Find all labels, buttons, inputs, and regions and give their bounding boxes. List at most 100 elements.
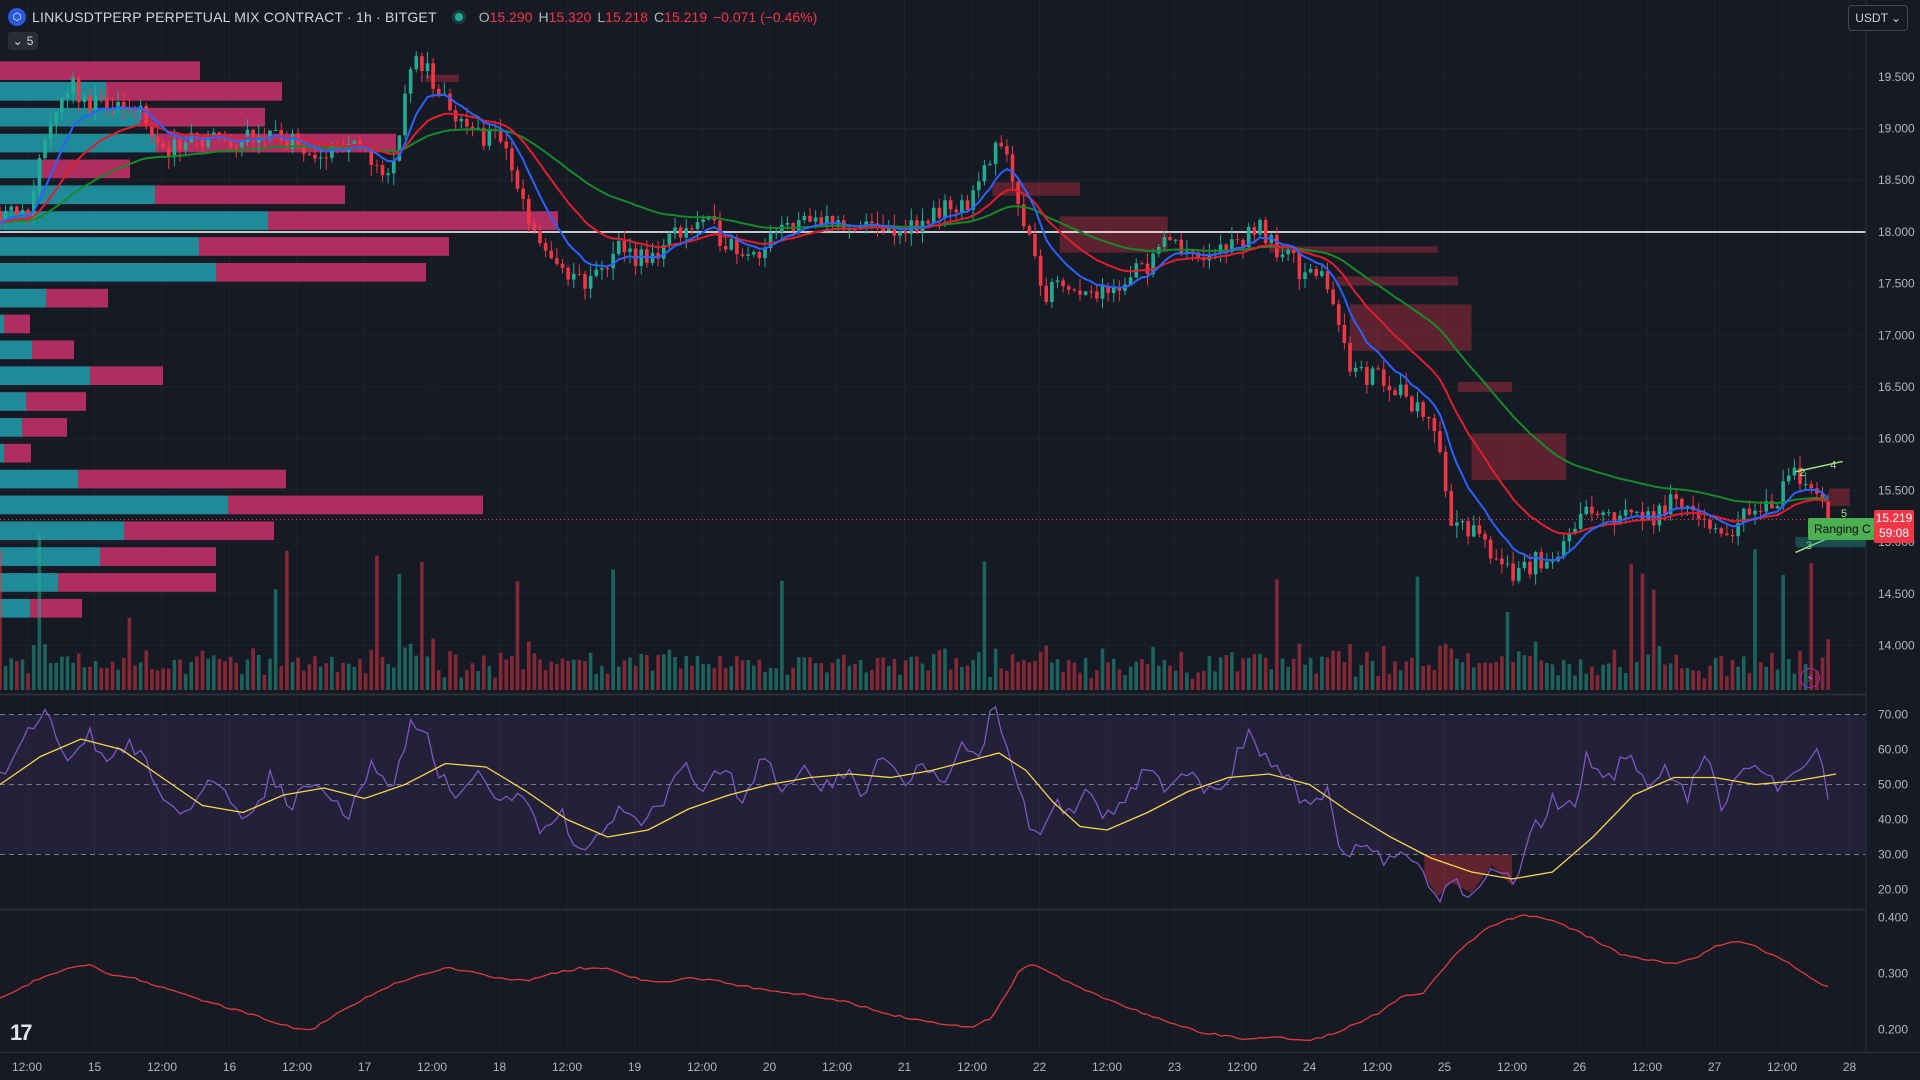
candle-body — [976, 181, 981, 191]
candle-body — [498, 130, 503, 142]
candle-body — [425, 63, 430, 72]
volume-bar — [273, 589, 278, 690]
candle-body — [1021, 204, 1026, 227]
volume-bar — [391, 667, 396, 690]
candle-body — [1258, 220, 1262, 235]
candle-body — [420, 56, 424, 72]
volume-bar — [144, 650, 149, 690]
candle-body — [1584, 506, 1589, 515]
volume-bar — [1483, 662, 1487, 690]
wedge-point-label: 3 — [1806, 540, 1812, 552]
volume-bar — [1258, 653, 1262, 690]
volume-bar — [48, 663, 53, 690]
currency-select-button[interactable]: USDT ⌄ — [1848, 5, 1908, 31]
volume-bar — [493, 677, 497, 690]
volume-profile-down-bar — [46, 288, 108, 308]
price-axis-label: 17.000 — [1878, 328, 1915, 342]
candle-body — [1629, 509, 1634, 513]
candle-body — [1466, 521, 1470, 537]
price-axis-label: 19.500 — [1878, 70, 1915, 84]
volume-bar — [256, 654, 261, 690]
candle-body — [1224, 244, 1229, 252]
candle-body — [211, 132, 216, 137]
volume-bar — [538, 659, 542, 690]
volume-bar — [476, 670, 480, 690]
candle-body — [1055, 280, 1060, 282]
candle-body — [1128, 277, 1133, 285]
volume-profile-up-bar — [0, 159, 42, 179]
volume-bar — [1320, 656, 1324, 690]
volume-bar — [296, 657, 300, 690]
indicator-axis-label: 0.200 — [1878, 1023, 1908, 1037]
candle-body — [926, 220, 930, 224]
price-axis-label: 14.500 — [1878, 587, 1915, 601]
candle-body — [1477, 525, 1482, 534]
candle-body — [538, 230, 542, 244]
volume-bar — [763, 672, 767, 690]
volume-profile-down-bar — [22, 418, 67, 437]
candle-body — [1359, 366, 1364, 368]
candle-body — [1286, 249, 1290, 255]
volume-bar — [960, 666, 964, 690]
lightning-icon[interactable]: ⚡ — [1800, 668, 1820, 688]
volume-bar — [706, 664, 711, 690]
volume-bar — [751, 665, 756, 690]
volume-bar — [1055, 659, 1060, 690]
indicator-axis-label: 0.400 — [1878, 911, 1908, 925]
volume-bar — [1370, 660, 1375, 690]
order-block-zone — [1829, 488, 1850, 506]
volume-bar — [577, 660, 582, 690]
candle-body — [15, 206, 19, 214]
candle-body — [1421, 402, 1425, 417]
volume-bar — [1201, 670, 1206, 690]
candle-body — [307, 153, 312, 155]
candle-body — [650, 253, 655, 263]
candle-body — [245, 129, 250, 142]
price-axis-label: 15.500 — [1878, 483, 1915, 497]
volume-bar — [93, 660, 98, 690]
candle-body — [1336, 304, 1341, 325]
volume-bar — [1741, 656, 1746, 690]
volume-bar — [166, 668, 171, 690]
tradingview-logo[interactable]: 17 — [10, 1020, 33, 1045]
volume-bar — [352, 666, 357, 690]
candle-body — [1798, 467, 1802, 485]
volume-bar — [1218, 657, 1223, 690]
volume-bar — [819, 663, 824, 690]
volume-bar — [307, 664, 312, 690]
volume-bar — [1522, 655, 1527, 690]
volume-bar — [1168, 665, 1172, 690]
symbol-title[interactable]: LINKUSDTPERP PERPETUAL MIX CONTRACT · 1h… — [32, 9, 437, 25]
volume-bar — [1511, 661, 1515, 690]
volume-bar — [110, 661, 115, 690]
indicators-collapse-button[interactable]: ⌄ 5 — [8, 32, 38, 50]
candle-body — [948, 200, 953, 210]
volume-bar — [358, 659, 362, 690]
candle-body — [1432, 418, 1437, 432]
volume-bar — [324, 663, 329, 690]
candle-body — [785, 222, 790, 225]
volume-bar — [1770, 653, 1774, 690]
time-axis-label: 12:00 — [1092, 1060, 1122, 1074]
volume-bar — [1584, 673, 1589, 690]
candle-body — [735, 238, 739, 255]
candle-body — [279, 130, 284, 141]
candle-body — [240, 141, 244, 148]
volume-bar — [813, 663, 818, 690]
indicator-line — [0, 914, 1829, 1041]
volume-bar — [1533, 641, 1538, 690]
ohlc-change: −0.071 (−0.46%) — [712, 9, 818, 25]
volume-bar — [616, 666, 621, 690]
candle-body — [1595, 513, 1600, 516]
indicator-count: 5 — [26, 34, 34, 48]
candle-body — [1786, 475, 1791, 482]
candle-body — [1325, 271, 1330, 290]
candle-body — [1685, 505, 1690, 507]
volume-bar — [521, 669, 525, 690]
time-axis-label: 21 — [898, 1060, 912, 1074]
volume-profile-up-bar — [0, 547, 100, 566]
candle-body — [1792, 467, 1797, 476]
candle-body — [1393, 390, 1397, 396]
candle-body — [1162, 237, 1167, 247]
